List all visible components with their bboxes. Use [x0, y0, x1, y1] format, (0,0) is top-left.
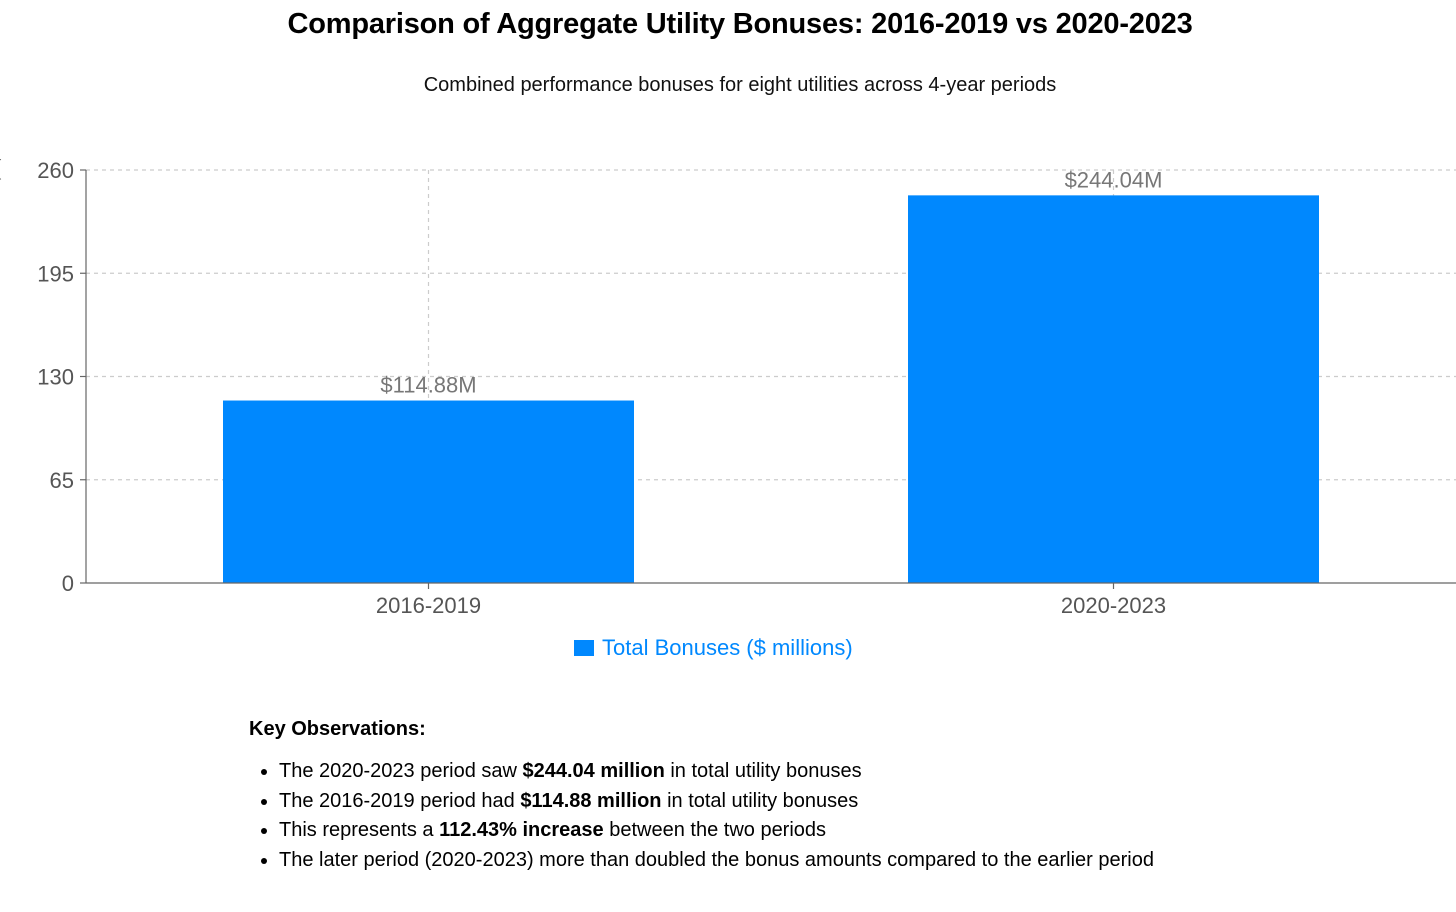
legend-label[interactable]: Total Bonuses ($ millions): [602, 635, 853, 660]
observations-heading: Key Observations:: [249, 718, 426, 740]
observation-item: The 2020-2023 period saw $244.04 million…: [279, 757, 1399, 787]
bar-data-label: $244.04M: [1065, 167, 1163, 192]
bar-2016-2019[interactable]: [223, 400, 634, 583]
chart-title: Comparison of Aggregate Utility Bonuses:…: [287, 8, 1193, 40]
y-tick-label: 130: [37, 365, 74, 390]
legend-swatch[interactable]: [574, 640, 594, 656]
axes: [80, 169, 1456, 589]
bars: [223, 195, 1319, 583]
y-axis-label: (: [0, 155, 2, 180]
y-tick-label: 195: [37, 261, 74, 286]
y-tick-label: 260: [37, 158, 74, 183]
bar-chart: 0 65 130 195 260 $114.88M $244.04M 2016-2019 202…: [0, 155, 1456, 660]
observation-item: The later period (2020-2023) more than d…: [279, 846, 1399, 876]
key-observations: Key Observations: The 2020-2023 period s…: [249, 718, 1399, 875]
observation-item: This represents a 112.43% increase betwe…: [279, 816, 1399, 846]
bar-data-label: $114.88M: [380, 373, 476, 398]
x-tick-label: 2016-2019: [376, 593, 481, 618]
x-tick-label: 2020-2023: [1061, 593, 1166, 618]
observations-list: The 2020-2023 period saw $244.04 million…: [249, 757, 1399, 875]
observation-item: The 2016-2019 period had $114.88 million…: [279, 787, 1399, 817]
legend[interactable]: Total Bonuses ($ millions): [574, 635, 853, 660]
labels: 0 65 130 195 260 $114.88M $244.04M 2016-2019 202…: [0, 155, 1166, 618]
chart-subtitle: Combined performance bonuses for eight u…: [423, 74, 1057, 96]
y-tick-label: 65: [50, 468, 74, 493]
bar-2020-2023[interactable]: [908, 195, 1319, 583]
y-tick-label: 0: [62, 571, 74, 596]
